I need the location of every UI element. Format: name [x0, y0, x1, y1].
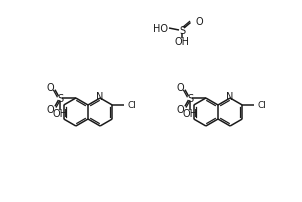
Text: O: O — [47, 83, 54, 93]
Text: S: S — [179, 26, 185, 36]
Text: OH: OH — [175, 37, 189, 47]
Text: N: N — [96, 92, 104, 102]
Text: S: S — [57, 94, 63, 103]
Text: HO: HO — [153, 24, 168, 34]
Text: OH: OH — [53, 109, 68, 119]
Text: O: O — [177, 104, 184, 114]
Text: S: S — [188, 94, 194, 103]
Text: O: O — [47, 104, 54, 114]
Text: O: O — [195, 17, 203, 27]
Text: Cl: Cl — [257, 101, 266, 110]
Text: O: O — [177, 83, 184, 93]
Text: OH: OH — [183, 109, 198, 119]
Text: Cl: Cl — [127, 101, 136, 110]
Text: N: N — [226, 92, 234, 102]
